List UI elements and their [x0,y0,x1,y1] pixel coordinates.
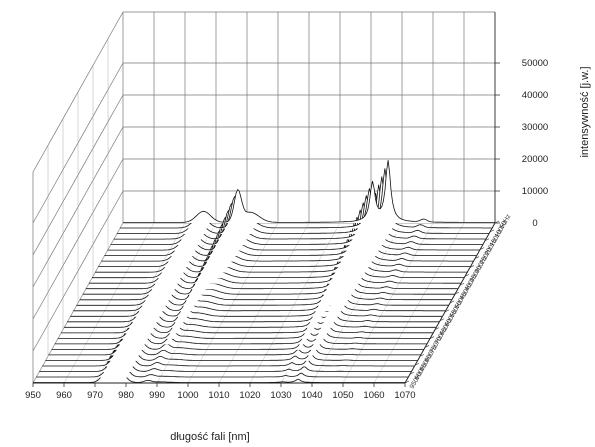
depth-tick-mark [424,345,430,348]
x-tick-label: 990 [149,390,165,401]
spectrum-line [82,262,455,295]
depth-tick-mark [429,336,435,339]
floor-grid-line [63,222,155,384]
depth-tick-mark [489,229,495,233]
spectrum-fill [110,192,483,246]
spectrum-line [116,176,489,234]
spectrum-fill [73,287,446,312]
z-tick-label: 40000 [522,90,548,101]
spectrum-line [64,304,436,328]
spectrum-fill [36,348,409,378]
depth-tick-mark [484,238,490,242]
spectrum-line [42,338,415,367]
spectrum-fill [33,353,405,383]
spectrum-line [85,256,458,290]
x-tick-label: 960 [56,390,72,401]
depth-tick-mark [449,300,455,304]
spectrum-line [98,224,471,268]
depth-tick-mark [459,282,465,286]
spectrum-line [104,208,477,257]
depth-tick-mark [434,327,440,330]
floor-grid-line [32,222,124,384]
spectrum-line [107,200,480,251]
x-tick-label: 1010 [208,390,229,401]
z-tick-labels: 0 10000 20000 30000 40000 50000 [495,58,548,229]
spectrum-fill [51,324,424,350]
spectrum-fill [82,264,455,295]
depth-tick-mark [444,309,450,313]
depth-tick-mark [479,247,485,250]
spectrum-line [119,168,492,229]
depth-tick-mark [414,362,420,366]
spectrum-fill [54,319,427,345]
z-tick-label: 50000 [522,58,548,69]
spectrum-line [110,192,483,246]
x-tick-label: 970 [87,390,103,401]
depth-tick-mark [494,220,500,224]
spectrum-line [54,318,427,345]
spectrum-line [123,160,495,223]
spectrum-line [76,278,449,306]
z-tick-label: 0 [532,218,537,229]
depth-tick-mark [464,274,470,277]
x-tick-label: 1060 [363,390,384,401]
x-tick-labels: 950 960 970 980 990 1000 1010 1020 1030 1040 1050 1… [25,383,416,401]
spectrum-line [101,216,474,262]
depth-tick-labels: 50Hz100Hz150Hz200Hz250Hz300Hz350Hz400Hz4… [404,213,512,390]
spectrum-line [70,293,443,317]
spectrum-line [57,313,430,339]
x-tick-label: 950 [25,390,41,401]
spectrum-line [92,240,464,279]
depth-tick-mark [469,265,475,268]
spectrum-fill [119,168,492,229]
spectra-series [33,160,495,383]
spectrum-line [45,333,418,361]
spectrum-fill [57,314,430,339]
spectrum-line [95,232,468,273]
depth-tick-mark [404,380,410,384]
spectrum-line [113,184,486,240]
z-tick-label: 10000 [522,186,548,197]
depth-tick-mark [419,354,425,357]
x-axis-title: długość fali [nm] [170,431,249,443]
spectrum-line [33,353,405,383]
spectrum-line [36,348,409,378]
spectrum-fill [39,343,412,372]
spectrum-line [73,285,446,312]
spectrum-line [79,270,452,301]
back-wall-grid [122,11,496,224]
x-tick-label: 980 [118,390,134,401]
x-tick-label: 1040 [301,390,322,401]
depth-tick-mark [439,318,445,322]
z-tick-label: 30000 [522,122,548,133]
spectrum-line [39,343,412,372]
x-tick-label: 1070 [394,390,415,401]
spectrum-fill [113,184,486,240]
x-tick-label: 1050 [332,390,353,401]
spectrum-line [51,323,424,350]
depth-tick-mark [409,371,415,375]
depth-tick-mark [454,291,460,295]
z-axis-title: intensywność [j.w.] [579,66,591,157]
spectrum-line [88,248,461,284]
z-tick-label: 20000 [522,154,548,165]
x-tick-label: 1020 [239,390,260,401]
spectrum-line [48,328,421,356]
x-tick-label: 1000 [177,390,198,401]
spectrum-line [60,309,433,334]
spectrum-line [67,299,440,323]
x-tick-label: 1030 [270,390,291,401]
depth-tick-mark [474,256,480,259]
